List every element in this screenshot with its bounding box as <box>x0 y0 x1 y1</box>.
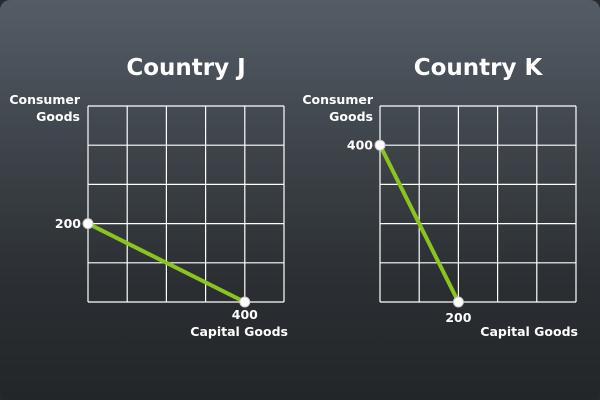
y-axis-label: Goods <box>36 109 80 124</box>
ppf-line <box>378 143 461 304</box>
data-point <box>374 139 386 151</box>
y-tick-label: 400 <box>347 138 373 153</box>
data-point <box>82 218 94 230</box>
ppf-line <box>86 221 247 304</box>
y-axis-label: Goods <box>329 109 373 124</box>
y-axis-label: Consumer <box>9 92 81 107</box>
chart-1: Country J Consumer Goods 200 400 Capital Good… <box>9 55 288 339</box>
x-tick-label: 200 <box>445 310 471 325</box>
grid <box>87 105 285 303</box>
data-point <box>239 296 251 308</box>
y-tick-label: 200 <box>55 216 81 231</box>
chart-title: Country J <box>126 55 245 81</box>
data-point <box>452 296 464 308</box>
grid <box>379 105 577 303</box>
x-tick-label: 400 <box>232 307 258 322</box>
chart-2: Country K Consumer Goods 400 200 Capital Good… <box>302 55 578 339</box>
chart-title: Country K <box>414 55 544 81</box>
x-axis-label: Capital Goods <box>190 324 288 339</box>
y-axis-label: Consumer <box>302 92 374 107</box>
x-axis-label: Capital Goods <box>480 324 578 339</box>
